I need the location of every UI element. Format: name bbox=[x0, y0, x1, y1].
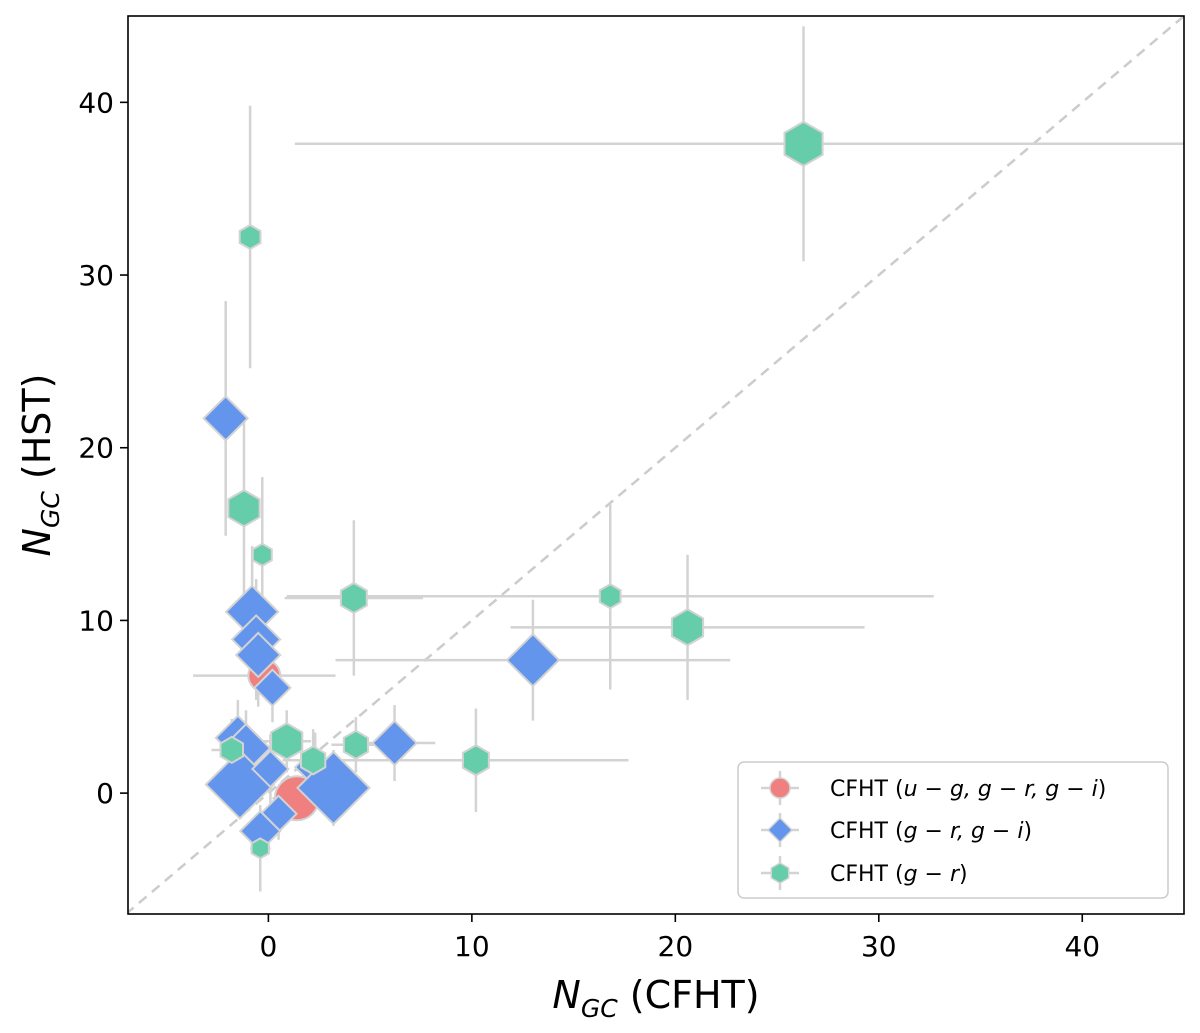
legend-circle-marker bbox=[769, 777, 791, 799]
gr_gi-diamond-marker-5 bbox=[505, 632, 561, 688]
legend-entry-gr: CFHT (g − r) bbox=[761, 856, 968, 890]
legend-label-gr: CFHT (g − r) bbox=[830, 862, 968, 887]
markers bbox=[202, 120, 824, 860]
gr-hexagon-marker-8 bbox=[342, 729, 369, 760]
legend-label-gr-gi-prefix: CFHT ( bbox=[830, 819, 904, 844]
gr_gi-diamond-marker-4 bbox=[253, 668, 292, 708]
gr-hexagon-marker-5 bbox=[598, 583, 622, 610]
x-tick-label: 10 bbox=[454, 930, 490, 963]
legend-label-gr-suffix: ) bbox=[959, 862, 968, 887]
gr-hexagon-marker-0 bbox=[783, 120, 824, 167]
legend-label-gr-gi-suffix: ) bbox=[1023, 819, 1032, 844]
x-tick-label: 40 bbox=[1064, 930, 1100, 963]
legend-label-ugr-suffix: ) bbox=[1098, 777, 1107, 802]
legend-frame bbox=[737, 761, 1169, 899]
gr-hexagon-marker-10 bbox=[300, 745, 327, 776]
gr_gi-diamond-marker-0 bbox=[202, 394, 250, 442]
legend-label-gr-math: g − r bbox=[904, 862, 961, 887]
y-tick-label: 20 bbox=[78, 432, 114, 465]
gr-hexagon-marker-4 bbox=[339, 581, 368, 615]
gr_gi-diamond-marker-3 bbox=[234, 631, 282, 679]
legend-diamond-marker bbox=[766, 816, 794, 844]
gr-hexagon-marker-11 bbox=[461, 744, 490, 777]
gr_gi-diamond-marker-10 bbox=[251, 749, 290, 789]
y-axis-ticks: 0 10 20 30 40 bbox=[78, 86, 128, 810]
plot-content bbox=[128, 16, 1184, 914]
y-tick-label: 10 bbox=[78, 604, 114, 637]
legend-entry-gr-gi: CFHT (g − r, g − i) bbox=[761, 813, 1032, 847]
y-axis-label-subscript: GC bbox=[36, 491, 65, 528]
legend-label-gr-gi-math: g − r, g − i bbox=[904, 819, 1024, 844]
legend: CFHT (u − g, g − r, g − i) CFHT (g − r, … bbox=[737, 761, 1169, 899]
plot-frame bbox=[127, 15, 1185, 915]
legend-label-ugr: CFHT (u − g, g − r, g − i) bbox=[830, 777, 1106, 802]
legend-label-gr-gi: CFHT (g − r, g − i) bbox=[830, 819, 1032, 844]
x-axis-label-rest: (CFHT) bbox=[618, 973, 760, 1017]
y-axis-label-symbol: N bbox=[15, 528, 59, 556]
gr-hexagon-marker-7 bbox=[270, 722, 304, 761]
gr-hexagon-marker-2 bbox=[227, 489, 261, 528]
y-tick-label: 0 bbox=[96, 777, 114, 810]
x-tick-label: 30 bbox=[861, 930, 897, 963]
gr-hexagon-marker-9 bbox=[219, 735, 244, 765]
gr-hexagon-marker-3 bbox=[251, 542, 273, 567]
x-axis-label-subscript: GC bbox=[581, 994, 618, 1023]
legend-entry-ugr: CFHT (u − g, g − r, g − i) bbox=[761, 771, 1106, 805]
one-to-one-line bbox=[128, 16, 1184, 914]
y-axis-label-rest: (HST) bbox=[15, 374, 59, 492]
y-axis-label: NGC (HST) bbox=[15, 374, 65, 557]
gr-hexagon-marker-1 bbox=[238, 223, 262, 251]
y-tick-label: 40 bbox=[78, 86, 114, 119]
x-axis-label: NGC (CFHT) bbox=[552, 973, 759, 1023]
x-axis-label-symbol: N bbox=[552, 973, 580, 1017]
gr-hexagon-marker-6 bbox=[670, 608, 705, 647]
x-tick-label: 20 bbox=[658, 930, 694, 963]
legend-label-ugr-math: u − g, g − r, g − i bbox=[904, 777, 1098, 802]
x-tick-label: 0 bbox=[259, 930, 277, 963]
gr_gi-diamond-marker-6 bbox=[371, 719, 418, 767]
legend-label-ugr-prefix: CFHT ( bbox=[830, 777, 904, 802]
y-tick-label: 30 bbox=[78, 259, 114, 292]
x-axis-ticks: 0 10 20 30 40 bbox=[259, 914, 1100, 963]
legend-label-gr-prefix: CFHT ( bbox=[830, 862, 904, 887]
legend-hexagon-marker bbox=[770, 862, 790, 884]
gr-hexagon-marker-12 bbox=[250, 837, 270, 860]
